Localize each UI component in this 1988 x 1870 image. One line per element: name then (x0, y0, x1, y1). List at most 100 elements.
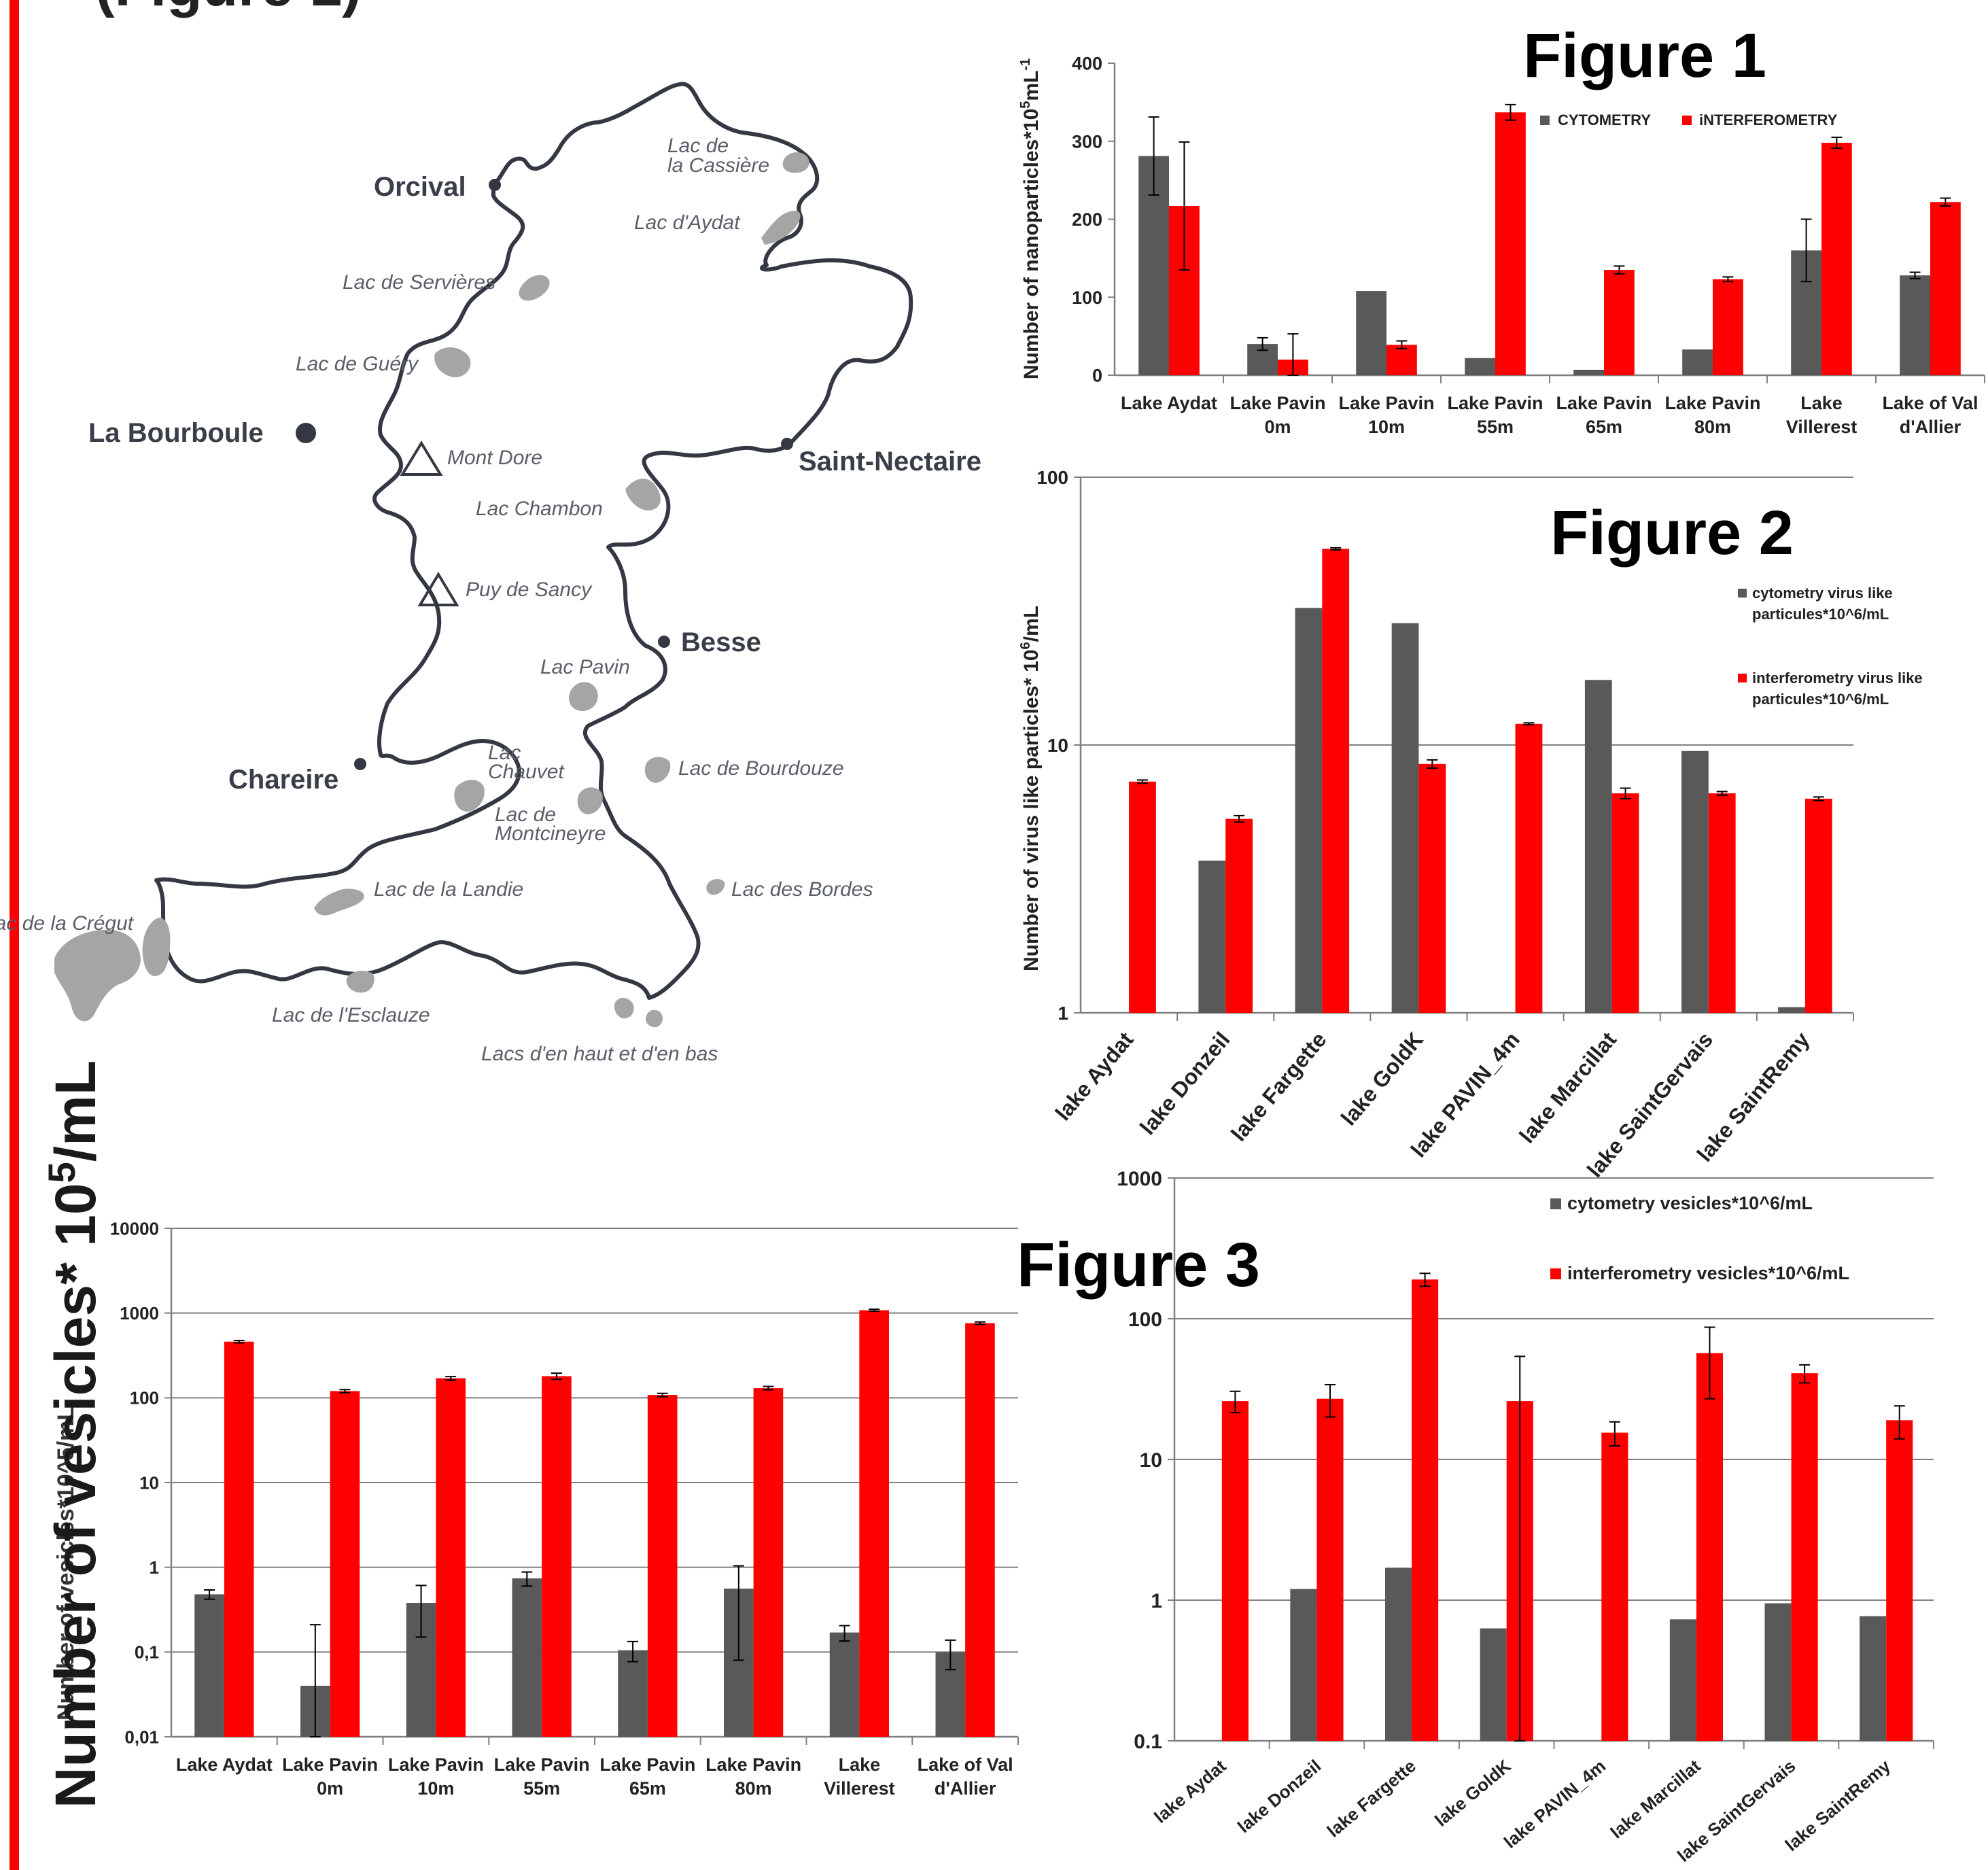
left-axis-title-sup: 5 (40, 1162, 83, 1183)
bar-cytometry (1860, 1616, 1887, 1741)
bar-interferometry (1322, 549, 1350, 1013)
x-category-label: 10m (1368, 417, 1405, 437)
bar-interferometry (1225, 818, 1253, 1013)
x-category-label: Lake of Val (1882, 393, 1978, 413)
x-category-label: 65m (1586, 417, 1622, 437)
y-tick-label: 10000 (110, 1218, 159, 1239)
x-category-label: 80m (735, 1778, 772, 1799)
bar-cytometry (1290, 1589, 1317, 1741)
x-category-label: Lake Pavin (1230, 393, 1325, 413)
lake-chambon-shape (625, 479, 661, 510)
chart-title: Figure 2 (1550, 498, 1794, 568)
lake-shapes (54, 152, 809, 1028)
lake-enhaut-shape (614, 997, 634, 1019)
bar-interferometry (1604, 270, 1635, 375)
bar-cytometry (1356, 291, 1387, 375)
bar-interferometry (1886, 1420, 1913, 1741)
x-category-label: Lake Aydat (176, 1754, 273, 1775)
bar-interferometry (1418, 763, 1446, 1013)
y-tick-label: 100 (1072, 288, 1102, 308)
x-category-label: 55m (523, 1778, 560, 1799)
left-axis-title: Number of vesicles* 105/mL (40, 1060, 107, 1808)
y-axis-label-sup: 5 (1018, 101, 1033, 109)
lake-label-chambon: Lac Chambon (476, 498, 603, 520)
bar-cytometry (1573, 369, 1604, 375)
bar-cytometry (1391, 623, 1419, 1013)
lake-label-montcineyre-1: Lac de (495, 803, 556, 826)
y-tick-label: 1000 (120, 1303, 159, 1323)
bar-interferometry (1930, 202, 1961, 375)
lake-label-cregut: Lac de la Crégut (0, 912, 135, 935)
y-tick-label: 0.1 (1134, 1731, 1162, 1753)
bar-interferometry (1804, 799, 1832, 1013)
legend-label-cytometry: particules*10^6/mL (1752, 606, 1889, 623)
y-axis-label-main: Number of virus like particles* 10 (1020, 649, 1043, 971)
lake-label-chauvet-2: Chauvet (488, 761, 565, 783)
lake-enbas-shape (646, 1009, 663, 1028)
legend-label-interferometry: interferometry vesicles*10^6/mL (1567, 1263, 1849, 1283)
lake-label-servieres: Lac de Servières (343, 271, 495, 294)
town-label-chareire: Chareire (228, 765, 338, 795)
x-category-label: 10m (417, 1778, 454, 1799)
peak-label-puy-de-sancy: Puy de Sancy (466, 578, 593, 601)
y-tick-label: 10 (1140, 1449, 1162, 1472)
lake-map: Orcival La Bourboule Saint-Nectaire Bess… (0, 82, 981, 1065)
y-tick-label: 200 (1072, 209, 1102, 230)
lake-label-montcineyre-2: Montcineyre (495, 823, 606, 845)
y-tick-label: 10 (1047, 735, 1068, 756)
bar-interferometry (1495, 112, 1526, 376)
x-category-label: lake Donzeil (1135, 1027, 1234, 1139)
bar-interferometry (330, 1391, 360, 1737)
bar-cytometry (1681, 750, 1709, 1013)
chart-title: Figure 3 (1017, 1230, 1260, 1300)
left-axis-title-main: Number of vesicles* 10 (43, 1183, 107, 1808)
x-category-label: Lake of Val (918, 1754, 1013, 1775)
bar-interferometry (1791, 1373, 1818, 1741)
bar-cytometry (194, 1594, 224, 1737)
lake-montcineyre-shape (577, 787, 603, 814)
bar-interferometry (1696, 1353, 1724, 1741)
y-axis-label-sup: 6 (1018, 642, 1033, 649)
legend-swatch-interferometry (1682, 116, 1692, 125)
bar-cytometry (1465, 358, 1495, 375)
x-category-label: Lake Pavin (1338, 393, 1434, 413)
lake-label-cassiere-1: Lac de (667, 135, 729, 157)
lake-landie-shape (314, 888, 364, 916)
bar-cytometry (1584, 680, 1612, 1013)
y-tick-label: 1 (1058, 1003, 1068, 1024)
town-dot-chareire (354, 758, 366, 770)
bar-cytometry (1900, 275, 1930, 375)
lake-label-esclauze: Lac de l'Esclauze (272, 1004, 430, 1026)
peak-label-mont-dore: Mont Dore (447, 447, 542, 469)
x-category-label: lake Donzeil (1234, 1756, 1325, 1837)
lake-label-landie: Lac de la Landie (374, 878, 523, 901)
lake-cregut-shape (54, 929, 141, 1022)
bar-cytometry (1295, 608, 1323, 1013)
bar-interferometry (1708, 793, 1736, 1013)
lake-label-guery: Lac de Guéry (296, 353, 419, 375)
town-dot-orcival (489, 179, 501, 191)
bar-interferometry (1601, 1432, 1628, 1741)
x-category-label: Lake Pavin (1447, 393, 1543, 413)
bar-cytometry (829, 1632, 860, 1737)
legend-label-interferometry: interferometry virus like (1752, 670, 1923, 687)
town-label-la-bourboule: La Bourboule (88, 418, 264, 448)
x-category-label: Lake Pavin (1664, 393, 1760, 413)
y-tick-label: 1 (1151, 1590, 1162, 1612)
x-category-label: 65m (629, 1778, 666, 1799)
bar-cytometry (1480, 1628, 1507, 1741)
x-category-label: Lake Pavin (282, 1754, 378, 1775)
region-outline (154, 82, 913, 1000)
bar-cytometry (618, 1650, 648, 1737)
legend-label-interferometry: particules*10^6/mL (1752, 691, 1889, 708)
bar-cytometry (512, 1578, 542, 1737)
x-category-label: d'Allier (935, 1778, 996, 1799)
lake-pavin-shape (568, 682, 598, 711)
y-tick-label: 100 (130, 1388, 159, 1408)
y-tick-label: 400 (1072, 54, 1102, 74)
bar-interferometry (965, 1323, 995, 1737)
town-label-besse: Besse (681, 627, 761, 657)
town-dot-besse (658, 636, 670, 648)
lake-label-bordes: Lac des Bordes (731, 878, 873, 901)
